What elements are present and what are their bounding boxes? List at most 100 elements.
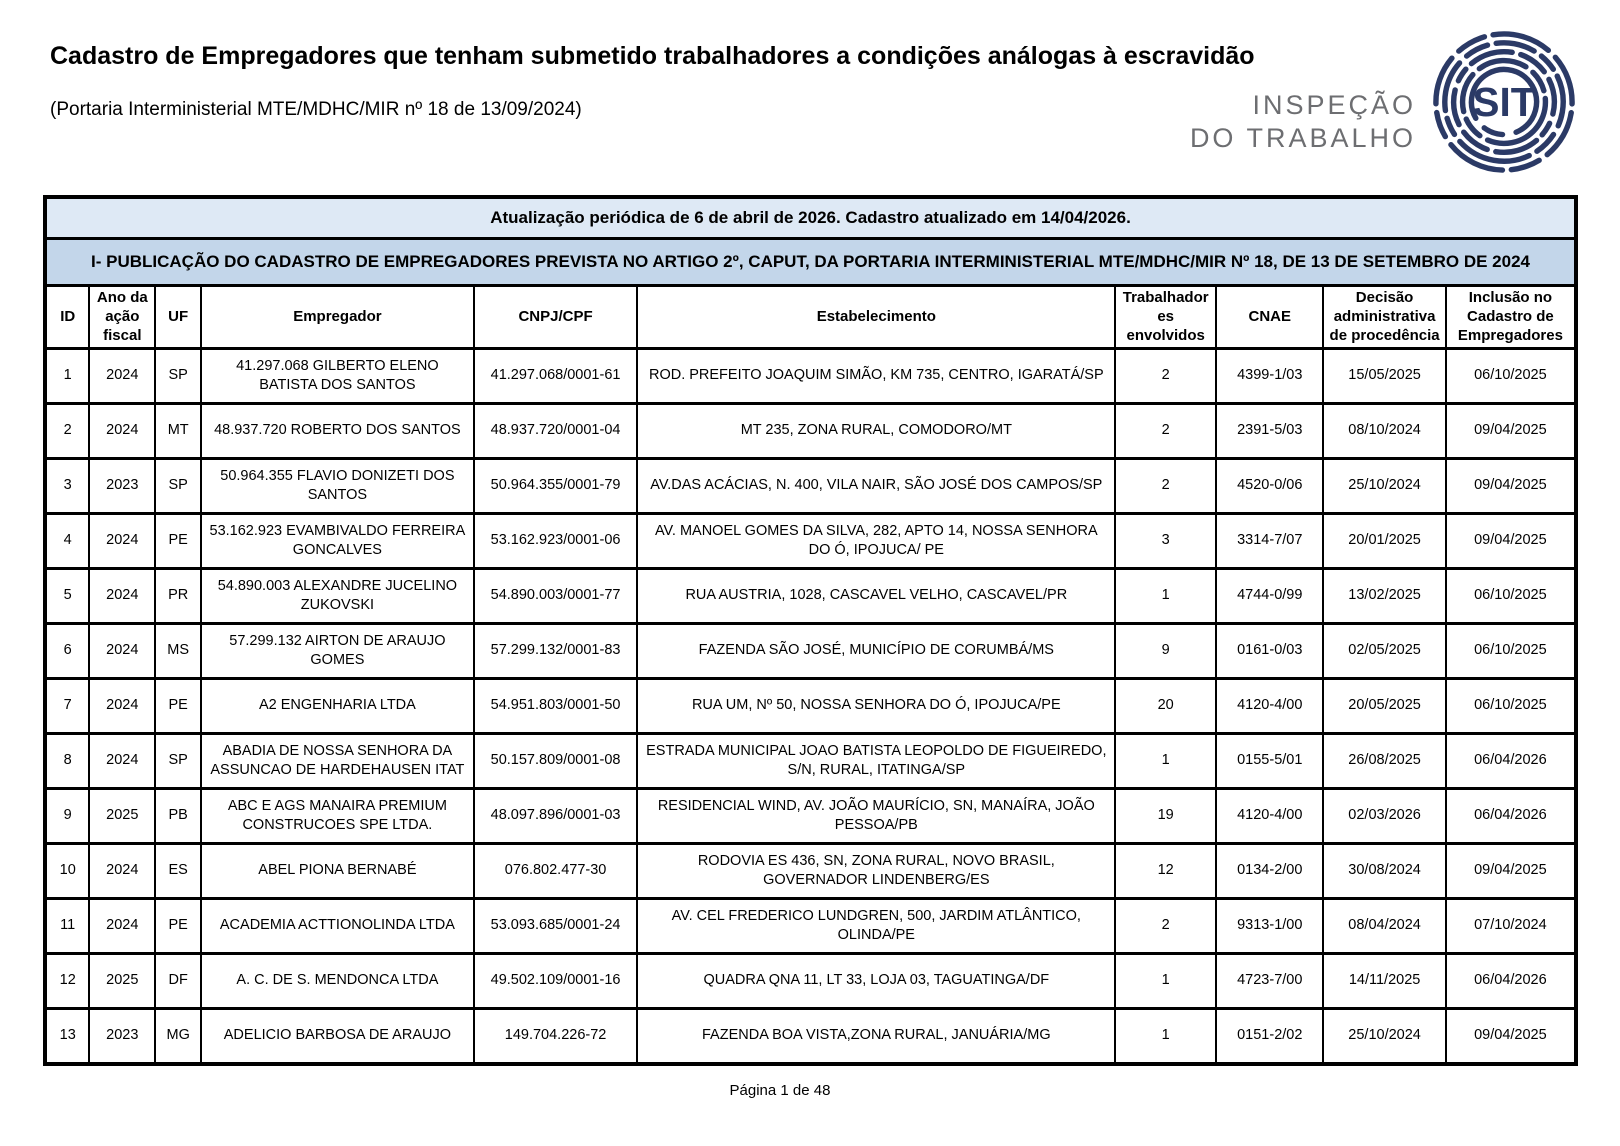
cell-empregador: A2 ENGENHARIA LTDA: [200, 677, 475, 736]
table-row: 5 2024 PR 54.890.003 ALEXANDRE JUCELINO ZUK…: [43, 567, 1578, 626]
cell-estabelecimento: ESTRADA MUNICIPAL JOAO BATISTA LEOPOLDO …: [636, 732, 1117, 791]
cell-trabalhadores-envolvidos: 19: [1114, 787, 1218, 846]
column-header-uf: UF: [154, 283, 203, 351]
cell-inclusao-cadastro: 07/10/2024: [1444, 897, 1578, 956]
cell-ano-acao-fiscal: 2024: [88, 677, 157, 736]
cell-inclusao-cadastro: 09/04/2025: [1444, 512, 1578, 571]
column-header-trabalhadores-envolvidos: Trabalhadores envolvidos: [1114, 283, 1218, 351]
cell-cnpj-cpf: 48.097.896/0001-03: [472, 787, 639, 846]
update-notice-row: Atualização periódica de 6 de abril de 2…: [44, 195, 1577, 240]
cell-inclusao-cadastro: 06/10/2025: [1444, 622, 1578, 681]
cell-trabalhadores-envolvidos: 20: [1114, 677, 1218, 736]
cell-ano-acao-fiscal: 2023: [88, 457, 157, 516]
cell-empregador: 54.890.003 ALEXANDRE JUCELINO ZUKOVSKI: [200, 567, 475, 626]
cell-trabalhadores-envolvidos: 3: [1114, 512, 1218, 571]
cell-ano-acao-fiscal: 2023: [88, 1007, 157, 1066]
logo-wordmark-line1: INSPEÇÃO: [1252, 90, 1416, 121]
cell-uf: ES: [154, 842, 203, 901]
cell-empregador: ABADIA DE NOSSA SENHORA DA ASSUNCAO DE H…: [200, 732, 475, 791]
cell-id: 6: [43, 622, 91, 681]
table-row: 10 2024 ES ABEL PIONA BERNABÉ 076.802.477-30…: [43, 842, 1578, 901]
cell-cnae: 3314-7/07: [1215, 512, 1325, 571]
section-title-row: I- PUBLICAÇÃO DO CADASTRO DE EMPREGADORE…: [44, 237, 1577, 287]
cell-trabalhadores-envolvidos: 1: [1114, 1007, 1218, 1066]
sit-emblem-icon: SIT: [1433, 31, 1575, 173]
cell-empregador: ABC E AGS MANAIRA PREMIUM CONSTRUCOES SP…: [200, 787, 475, 846]
cell-uf: SP: [154, 347, 203, 406]
table-row: 3 2023 SP 50.964.355 FLAVIO DONIZETI DOS SA…: [43, 457, 1578, 516]
cell-cnpj-cpf: 50.964.355/0001-79: [472, 457, 639, 516]
cell-decisao-administrativa: 30/08/2024: [1322, 842, 1447, 901]
cell-decisao-administrativa: 25/10/2024: [1322, 457, 1447, 516]
cell-decisao-administrativa: 15/05/2025: [1322, 347, 1447, 406]
cell-empregador: 53.162.923 EVAMBIVALDO FERREIRA GONCALVE…: [200, 512, 475, 571]
cell-cnae: 4520-0/06: [1215, 457, 1325, 516]
section-title: I- PUBLICAÇÃO DO CADASTRO DE EMPREGADORE…: [44, 237, 1577, 287]
cell-inclusao-cadastro: 06/10/2025: [1444, 347, 1578, 406]
cell-inclusao-cadastro: 09/04/2025: [1444, 457, 1578, 516]
cell-estabelecimento: FAZENDA SÃO JOSÉ, MUNICÍPIO DE CORUMBÁ/M…: [636, 622, 1117, 681]
cell-cnpj-cpf: 149.704.226-72: [472, 1007, 639, 1066]
cell-cnae: 4744-0/99: [1215, 567, 1325, 626]
cell-id: 8: [43, 732, 91, 791]
cell-estabelecimento: MT 235, ZONA RURAL, COMODORO/MT: [636, 402, 1117, 461]
inspecao-do-trabalho-logo: INSPEÇÃO DO TRABALHO SIT: [1190, 28, 1578, 176]
cell-trabalhadores-envolvidos: 2: [1114, 347, 1218, 406]
cell-ano-acao-fiscal: 2024: [88, 567, 157, 626]
cell-id: 1: [43, 347, 91, 406]
employers-registry-table: Atualização periódica de 6 de abril de 2…: [43, 195, 1578, 1066]
table-row: 12 2025 DF A. C. DE S. MENDONCA LTDA 49.502.…: [43, 952, 1578, 1011]
cell-decisao-administrativa: 02/03/2026: [1322, 787, 1447, 846]
cell-cnpj-cpf: 076.802.477-30: [472, 842, 639, 901]
cell-estabelecimento: FAZENDA BOA VISTA,ZONA RURAL, JANUÁRIA/M…: [636, 1007, 1117, 1066]
table-row: 11 2024 PE ACADEMIA ACTTIONOLINDA LTDA 53.09…: [43, 897, 1578, 956]
cell-ano-acao-fiscal: 2024: [88, 622, 157, 681]
cell-uf: PE: [154, 677, 203, 736]
update-notice: Atualização periódica de 6 de abril de 2…: [44, 195, 1577, 240]
cell-cnae: 0151-2/02: [1215, 1007, 1325, 1066]
cell-ano-acao-fiscal: 2024: [88, 347, 157, 406]
table-row: 7 2024 PE A2 ENGENHARIA LTDA 54.951.803/0001…: [43, 677, 1578, 736]
cell-cnpj-cpf: 41.297.068/0001-61: [472, 347, 639, 406]
table-row: 6 2024 MS 57.299.132 AIRTON DE ARAUJO GOMES…: [43, 622, 1578, 681]
column-header-empregador: Empregador: [200, 283, 475, 351]
cell-cnae: 9313-1/00: [1215, 897, 1325, 956]
cell-uf: MT: [154, 402, 203, 461]
cell-cnae: 4723-7/00: [1215, 952, 1325, 1011]
cell-decisao-administrativa: 14/11/2025: [1322, 952, 1447, 1011]
cell-inclusao-cadastro: 06/04/2026: [1444, 952, 1578, 1011]
column-header-estabelecimento: Estabelecimento: [636, 283, 1117, 351]
cell-empregador: 48.937.720 ROBERTO DOS SANTOS: [200, 402, 475, 461]
cell-empregador: ABEL PIONA BERNABÉ: [200, 842, 475, 901]
cell-decisao-administrativa: 08/10/2024: [1322, 402, 1447, 461]
cell-id: 3: [43, 457, 91, 516]
cell-trabalhadores-envolvidos: 1: [1114, 732, 1218, 791]
cell-inclusao-cadastro: 09/04/2025: [1444, 842, 1578, 901]
table-row: 4 2024 PE 53.162.923 EVAMBIVALDO FERREIRA G…: [43, 512, 1578, 571]
page-number: Página 1 de 48: [729, 1082, 831, 1099]
column-header-cnpj-cpf: CNPJ/CPF: [472, 283, 639, 351]
table-row: 8 2024 SP ABADIA DE NOSSA SENHORA DA ASSUNC…: [43, 732, 1578, 791]
cell-inclusao-cadastro: 06/10/2025: [1444, 677, 1578, 736]
cell-uf: SP: [154, 457, 203, 516]
cell-estabelecimento: AV. MANOEL GOMES DA SILVA, 282, APTO 14,…: [636, 512, 1117, 571]
cell-estabelecimento: RODOVIA ES 436, SN, ZONA RURAL, NOVO BRA…: [636, 842, 1117, 901]
cell-empregador: 41.297.068 GILBERTO ELENO BATISTA DOS SA…: [200, 347, 475, 406]
table-row: 2 2024 MT 48.937.720 ROBERTO DOS SANTOS 48.9…: [43, 402, 1578, 461]
cell-trabalhadores-envolvidos: 9: [1114, 622, 1218, 681]
cell-cnpj-cpf: 49.502.109/0001-16: [472, 952, 639, 1011]
cell-trabalhadores-envolvidos: 2: [1114, 897, 1218, 956]
cell-decisao-administrativa: 13/02/2025: [1322, 567, 1447, 626]
cell-ano-acao-fiscal: 2024: [88, 512, 157, 571]
cell-id: 10: [43, 842, 91, 901]
cell-uf: MG: [154, 1007, 203, 1066]
page-subtitle: (Portaria Interministerial MTE/MDHC/MIR …: [50, 99, 582, 120]
cell-decisao-administrativa: 25/10/2024: [1322, 1007, 1447, 1066]
cell-estabelecimento: AV. CEL FREDERICO LUNDGREN, 500, JARDIM …: [636, 897, 1117, 956]
cell-estabelecimento: ROD. PREFEITO JOAQUIM SIMÃO, KM 735, CEN…: [636, 347, 1117, 406]
cell-uf: PB: [154, 787, 203, 846]
cell-uf: SP: [154, 732, 203, 791]
cell-inclusao-cadastro: 09/04/2025: [1444, 1007, 1578, 1066]
cell-uf: PR: [154, 567, 203, 626]
cell-trabalhadores-envolvidos: 1: [1114, 567, 1218, 626]
